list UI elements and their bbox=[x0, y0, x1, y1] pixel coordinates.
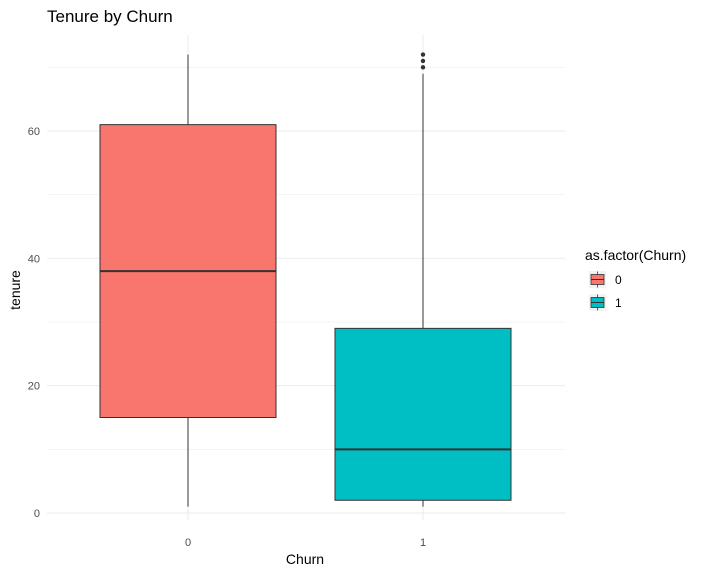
y-tick-label: 60 bbox=[28, 126, 40, 138]
legend-title: as.factor(Churn) bbox=[585, 247, 686, 263]
y-axis-title: tenure bbox=[7, 270, 23, 310]
legend: as.factor(Churn) 01 bbox=[585, 247, 686, 311]
outlier-point bbox=[420, 52, 426, 57]
outlier-point bbox=[420, 65, 426, 70]
y-tick-label: 20 bbox=[28, 381, 40, 393]
y-tick-label: 40 bbox=[28, 253, 40, 265]
x-tick-label: 1 bbox=[420, 537, 426, 549]
box-group-0 bbox=[99, 54, 277, 507]
box-group-1 bbox=[334, 52, 512, 507]
chart-title: Tenure by Churn bbox=[47, 7, 173, 26]
x-tick-label: 0 bbox=[185, 537, 191, 549]
legend-item-0: 0 bbox=[589, 271, 622, 288]
x-axis-title: Churn bbox=[286, 551, 324, 567]
box-iqr bbox=[334, 327, 512, 501]
boxes bbox=[99, 52, 512, 507]
legend-label: 0 bbox=[615, 273, 622, 287]
y-tick-label: 0 bbox=[34, 508, 40, 520]
legend-label: 1 bbox=[615, 296, 622, 310]
outlier-point bbox=[420, 58, 426, 64]
legend-items: 01 bbox=[589, 271, 622, 311]
legend-item-1: 1 bbox=[589, 294, 622, 311]
axis-ticks: 0 20 40 60 0 1 bbox=[28, 126, 426, 549]
